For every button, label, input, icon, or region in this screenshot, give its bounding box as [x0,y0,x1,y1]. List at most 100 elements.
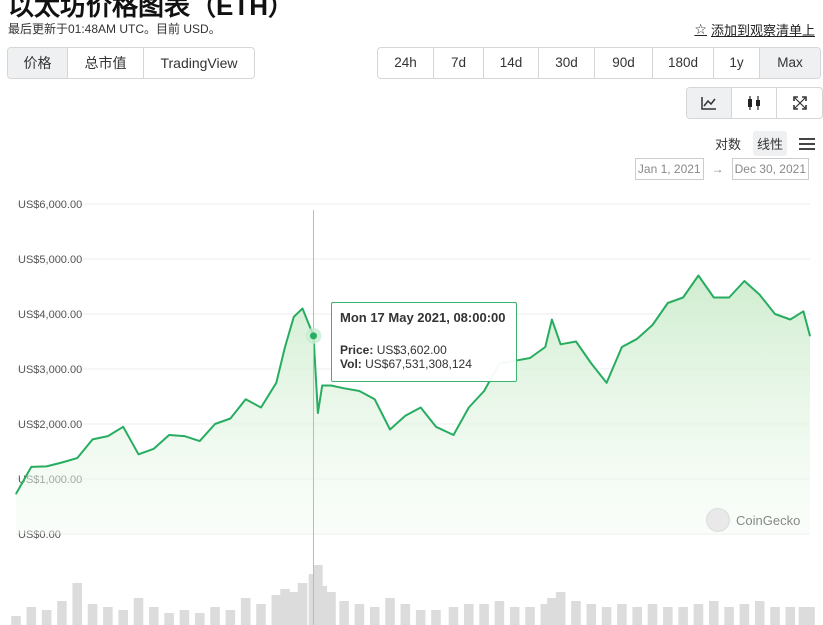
volume-bar [785,607,796,625]
volume-bar [240,598,251,625]
add-to-watchlist-link[interactable]: ☆ 添加到观察清单上 [694,20,815,39]
price-point [245,398,247,400]
price-point [404,415,406,417]
volume-bar [571,601,581,625]
price-tooltip: Mon 17 May 2021, 08:00:00 Price: US$3,60… [331,302,517,382]
expand-icon [792,96,807,110]
range-14d-button[interactable]: 14d [484,48,539,78]
volume-bar [525,607,535,625]
volume-bar [770,607,780,625]
volume-bar [72,583,83,625]
price-point [789,318,791,321]
price-point [91,438,94,440]
range-90d-button[interactable]: 90d [595,48,653,78]
volume-bar [164,613,174,625]
volume-bar [739,604,750,625]
price-point [183,435,186,437]
price-point [667,302,669,304]
candlestick-icon [748,96,760,110]
volume-bar [448,607,459,625]
y-tick-label: US$3,000.00 [18,364,82,376]
linear-scale-option[interactable]: 线性 [752,131,787,156]
time-range-selector: 24h 7d 14d 30d 90d 180d 1y Max [377,47,821,79]
y-tick-label: US$4,000.00 [18,309,82,321]
chart-menu-icon[interactable] [799,137,815,150]
log-scale-option[interactable]: 对数 [714,137,741,152]
volume-bar [118,610,128,625]
star-icon: ☆ [694,21,707,37]
volume-bar [369,607,380,625]
coingecko-watermark: CoinGecko [706,508,800,532]
price-point [759,294,761,296]
price-point [713,296,715,299]
price-point [293,316,295,318]
price-point [317,412,319,414]
volume-bar [317,586,328,625]
price-point [168,434,170,436]
price-point [374,398,376,400]
price-point [76,457,78,459]
tab-price[interactable]: 价格 [8,48,68,78]
volume-bar [87,604,98,625]
volume-bar [540,604,551,625]
tooltip-date: Mon 17 May 2021, 08:00:00 [340,310,506,325]
price-point [802,310,805,312]
price-point [551,318,553,321]
range-7d-button[interactable]: 7d [434,48,484,78]
scale-toggle: 对数 线性 [711,131,815,156]
price-point [682,296,684,299]
volume-bar [133,598,144,625]
range-1y-button[interactable]: 1y [714,48,760,78]
fullscreen-button[interactable] [777,88,822,118]
price-point [301,307,304,310]
volume-bar [400,604,411,625]
line-chart-button[interactable] [687,88,732,118]
watchlist-label: 添加到观察清单上 [710,23,815,38]
page-title: 以太坊价格图表（ETH） [8,0,295,21]
price-point [575,340,577,343]
range-max-button[interactable]: Max [760,48,820,78]
volume-bar [57,601,67,625]
volume-bar [798,607,809,625]
range-30d-button[interactable]: 30d [539,48,595,78]
range-180d-button[interactable]: 180d [653,48,714,78]
tab-market-cap[interactable]: 总市值 [68,48,144,78]
price-point [343,387,345,389]
date-range-picker: Jan 1, 2021 → Dec 30, 2021 [634,158,809,180]
price-point [590,362,592,365]
volume-bar [617,604,627,625]
tab-tradingview[interactable]: TradingView [160,55,238,71]
volume-bar [326,592,336,625]
volume-bar [708,601,719,625]
tooltip-price-value: US$3,602.00 [376,343,447,357]
tooltip-vol-label: Vol: [340,357,362,371]
price-point [468,406,470,409]
y-tick-label: US$2,000.00 [18,419,82,431]
volume-bar [339,601,349,625]
price-point [529,357,531,359]
date-from-input[interactable]: Jan 1, 2021 [634,158,704,180]
volume-bar [509,607,520,625]
volume-bar [678,607,688,625]
date-to-input[interactable]: Dec 30, 2021 [731,158,809,180]
price-point [435,426,437,428]
volume-bar [754,601,765,625]
volume-bar [41,610,52,625]
price-point [389,428,391,431]
volume-bar [586,604,597,625]
price-point [214,423,216,425]
price-point [61,461,63,464]
price-line [15,274,811,495]
price-point [483,390,485,392]
volume-bar [210,607,220,625]
volume-bar [179,610,190,625]
tooltip-price-label: Price: [340,343,374,357]
date-arrow: → [711,162,724,176]
price-point [728,296,730,299]
volume-bar [354,604,365,625]
candlestick-chart-button[interactable] [732,88,777,118]
volume-bar [385,598,395,625]
range-24h-button[interactable]: 24h [378,48,434,78]
price-point [697,274,700,277]
